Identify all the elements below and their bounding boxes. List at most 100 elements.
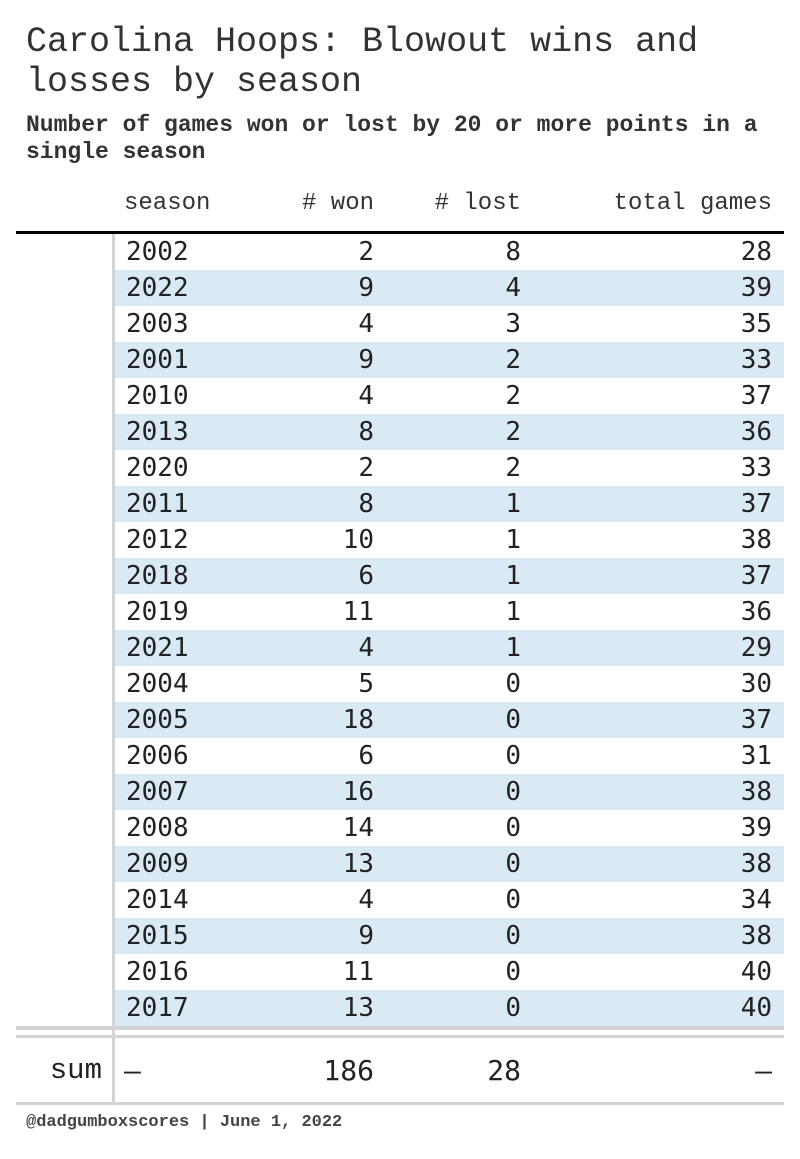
summary-lost: 28 <box>487 1054 521 1087</box>
table-row: 2002 2 8 28 <box>16 234 784 270</box>
cell-lost: 0 <box>505 669 521 699</box>
cell-won: 13 <box>342 993 374 1023</box>
cell-season: 2001 <box>126 345 189 375</box>
cell-won: 4 <box>358 309 374 339</box>
cell-season: 2010 <box>126 381 189 411</box>
row-background <box>115 486 784 522</box>
column-header-total: total games <box>613 190 772 217</box>
table-row: 2010 4 2 37 <box>16 378 784 414</box>
row-background <box>115 738 784 774</box>
row-background <box>115 558 784 594</box>
cell-lost: 0 <box>505 885 521 915</box>
cell-lost: 0 <box>505 921 521 951</box>
cell-season: 2019 <box>126 597 189 627</box>
summary-season: — <box>124 1054 141 1087</box>
cell-won: 2 <box>358 453 374 483</box>
cell-won: 11 <box>342 597 374 627</box>
table-row: 2014 4 0 34 <box>16 882 784 918</box>
cell-won: 9 <box>358 273 374 303</box>
cell-season: 2015 <box>126 921 189 951</box>
table-row: 2020 2 2 33 <box>16 450 784 486</box>
table-row: 2011 8 1 37 <box>16 486 784 522</box>
table-row: 2004 5 0 30 <box>16 666 784 702</box>
cell-total: 28 <box>740 237 772 267</box>
cell-total: 29 <box>740 633 772 663</box>
cell-lost: 0 <box>505 993 521 1023</box>
cell-total: 35 <box>740 309 772 339</box>
table-row: 2013 8 2 36 <box>16 414 784 450</box>
cell-lost: 0 <box>505 741 521 771</box>
row-background <box>115 846 784 882</box>
cell-won: 4 <box>358 381 374 411</box>
cell-won: 8 <box>358 489 374 519</box>
table-row: 2006 6 0 31 <box>16 738 784 774</box>
table-row: 2017 13 0 40 <box>16 990 784 1026</box>
cell-total: 33 <box>740 345 772 375</box>
cell-total: 37 <box>740 381 772 411</box>
cell-total: 37 <box>740 705 772 735</box>
cell-lost: 1 <box>505 633 521 663</box>
cell-total: 38 <box>740 525 772 555</box>
summary-row: sum — 186 28 — <box>16 1038 784 1104</box>
cell-won: 11 <box>342 957 374 987</box>
cell-total: 30 <box>740 669 772 699</box>
cell-lost: 1 <box>505 489 521 519</box>
cell-won: 18 <box>342 705 374 735</box>
table-row: 2001 9 2 33 <box>16 342 784 378</box>
table-row: 2009 13 0 38 <box>16 846 784 882</box>
row-background <box>115 342 784 378</box>
row-background <box>115 774 784 810</box>
cell-total: 38 <box>740 777 772 807</box>
summary-rule-top-2 <box>16 1035 784 1038</box>
cell-lost: 2 <box>505 453 521 483</box>
cell-lost: 2 <box>505 345 521 375</box>
footer-credit: @dadgumboxscores | June 1, 2022 <box>26 1113 343 1132</box>
cell-won: 4 <box>358 633 374 663</box>
table-row: 2008 14 0 39 <box>16 810 784 846</box>
cell-total: 38 <box>740 849 772 879</box>
row-background <box>115 270 784 306</box>
table-row: 2003 4 3 35 <box>16 306 784 342</box>
cell-lost: 0 <box>505 813 521 843</box>
cell-season: 2011 <box>126 489 189 519</box>
cell-total: 36 <box>740 417 772 447</box>
cell-season: 2002 <box>126 237 189 267</box>
column-header-season: season <box>124 190 211 217</box>
table-row: 2007 16 0 38 <box>16 774 784 810</box>
cell-lost: 0 <box>505 777 521 807</box>
row-background <box>115 450 784 486</box>
cell-won: 6 <box>358 741 374 771</box>
cell-season: 2012 <box>126 525 189 555</box>
cell-season: 2006 <box>126 741 189 771</box>
summary-rule-top <box>16 1026 784 1030</box>
cell-won: 9 <box>358 921 374 951</box>
table-header: season # won # lost total games <box>16 180 784 232</box>
row-background <box>115 630 784 666</box>
row-background <box>115 234 784 270</box>
cell-season: 2014 <box>126 885 189 915</box>
cell-won: 6 <box>358 561 374 591</box>
row-background <box>115 414 784 450</box>
cell-total: 38 <box>740 921 772 951</box>
summary-label: sum <box>49 1054 102 1087</box>
cell-total: 37 <box>740 489 772 519</box>
cell-won: 10 <box>342 525 374 555</box>
row-background <box>115 990 784 1026</box>
cell-total: 31 <box>740 741 772 771</box>
cell-season: 2013 <box>126 417 189 447</box>
row-background <box>115 522 784 558</box>
cell-lost: 0 <box>505 849 521 879</box>
cell-lost: 1 <box>505 561 521 591</box>
cell-lost: 8 <box>505 237 521 267</box>
cell-won: 4 <box>358 885 374 915</box>
cell-won: 14 <box>342 813 374 843</box>
cell-season: 2003 <box>126 309 189 339</box>
row-background <box>115 810 784 846</box>
cell-won: 8 <box>358 417 374 447</box>
cell-won: 9 <box>358 345 374 375</box>
table-body: 2002 2 8 28 2022 9 4 39 2003 4 3 35 2001 9 2 33 2010 4 2 37… <box>16 234 784 1026</box>
table-row: 2021 4 1 29 <box>16 630 784 666</box>
table-row: 2018 6 1 37 <box>16 558 784 594</box>
summary-won: 186 <box>323 1054 374 1087</box>
row-background <box>115 882 784 918</box>
